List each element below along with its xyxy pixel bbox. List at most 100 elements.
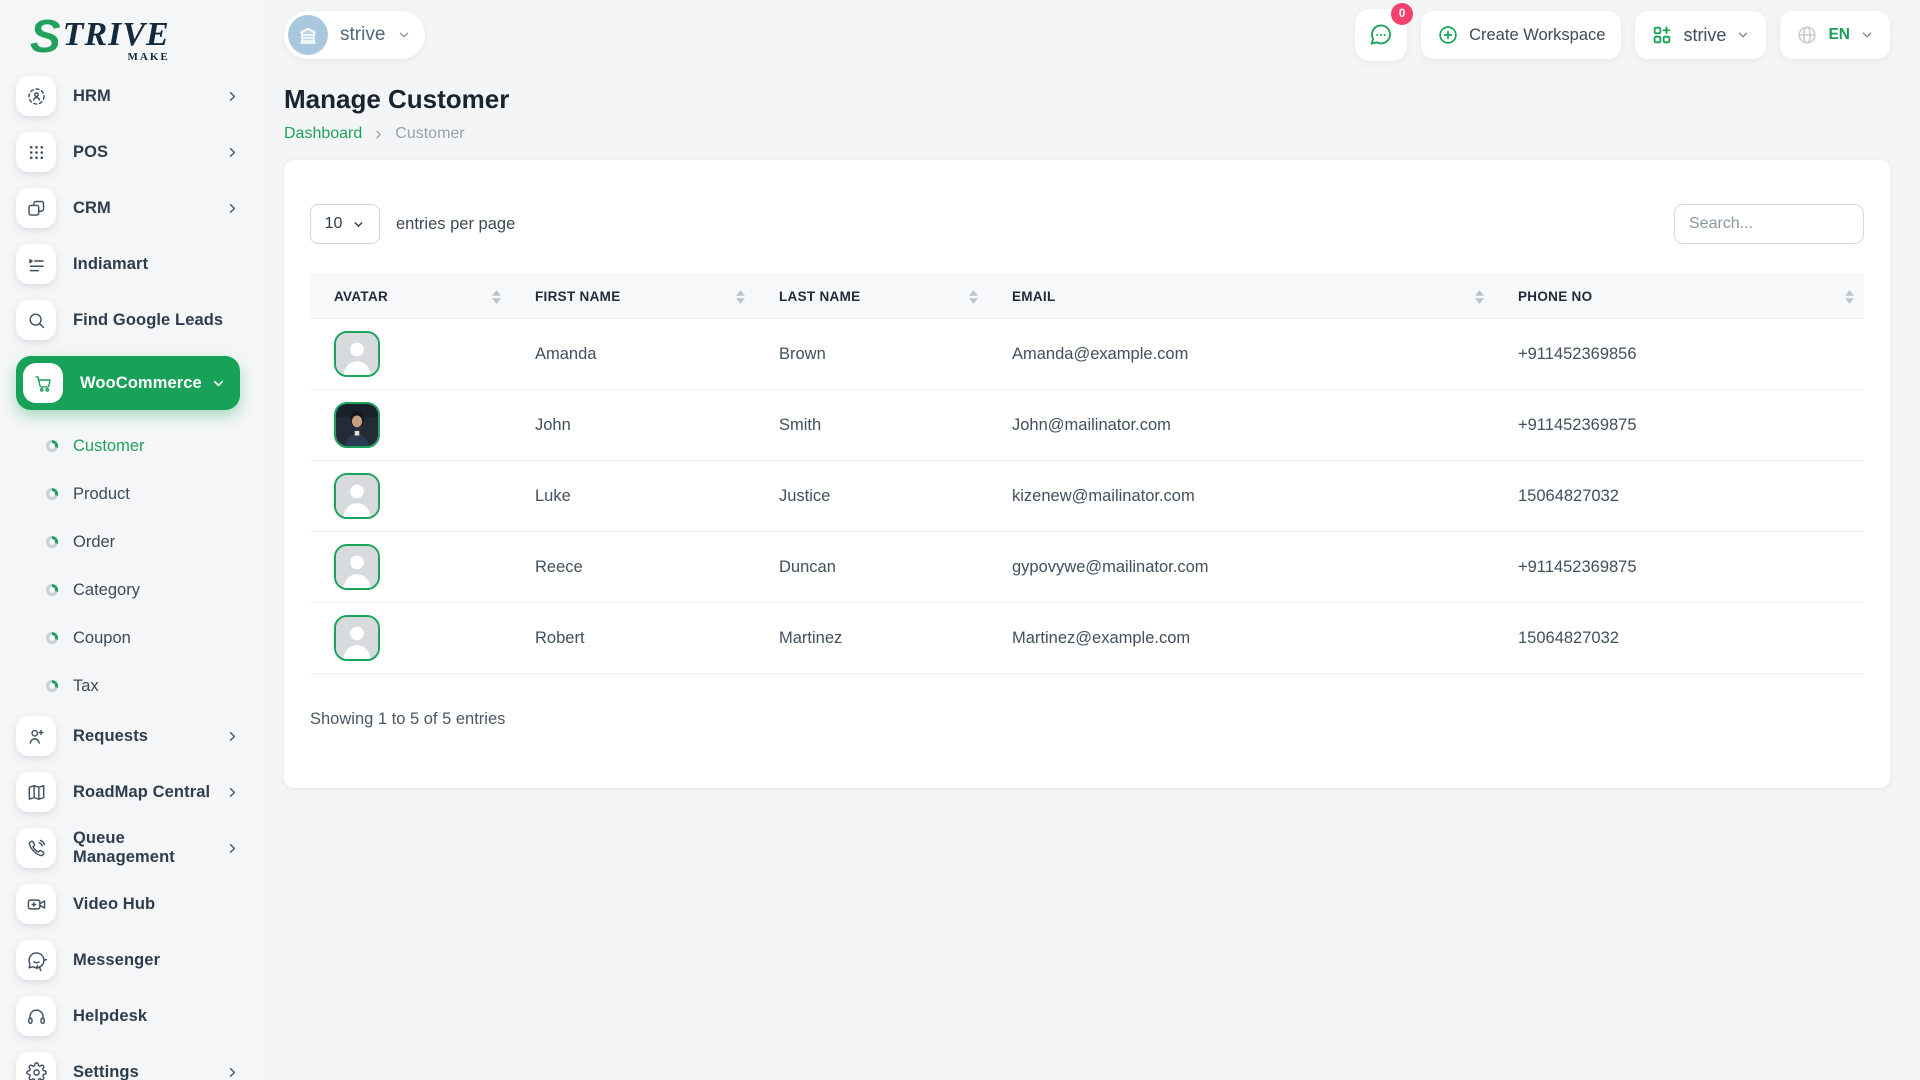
- subitem-label: Customer: [73, 436, 145, 455]
- column-header-last-name[interactable]: LAST NAME: [755, 274, 988, 319]
- cell-phone: +911452369856: [1494, 318, 1864, 390]
- chevron-right-icon: [225, 145, 240, 160]
- bullet-icon: [46, 680, 58, 692]
- chevron-right-icon: [225, 841, 240, 856]
- chevron-right-icon: [225, 201, 240, 216]
- sidebar-item-queue-management[interactable]: Queue Management: [16, 828, 240, 868]
- placeholder-avatar[interactable]: [334, 331, 380, 377]
- sidebar-item-settings[interactable]: Settings: [16, 1052, 240, 1080]
- cell-phone: +911452369875: [1494, 389, 1864, 461]
- sidebar-submenu-woocommerce: Customer Product Order Category Coupon Tax: [0, 414, 258, 716]
- cell-email: kizenew@mailinator.com: [988, 460, 1494, 532]
- sidebar-subitem-tax[interactable]: Tax: [0, 662, 258, 710]
- sidebar-item-woocommerce[interactable]: WooCommerce: [16, 356, 240, 410]
- user-plus-icon: [16, 716, 56, 756]
- sidebar-item-label: Video Hub: [73, 894, 156, 913]
- bullet-icon: [46, 488, 58, 500]
- cell-email: Amanda@example.com: [988, 318, 1494, 390]
- sort-icon[interactable]: [492, 289, 501, 304]
- workspace-switcher[interactable]: strive: [1635, 11, 1767, 59]
- create-workspace-label: Create Workspace: [1469, 25, 1606, 44]
- column-header-email[interactable]: EMAIL: [988, 274, 1494, 319]
- subitem-label: Product: [73, 484, 130, 503]
- page-size-value: 10: [324, 215, 343, 232]
- workspace-building-icon: [288, 15, 328, 55]
- sidebar-item-pos[interactable]: POS: [16, 132, 240, 172]
- sort-icon[interactable]: [969, 289, 978, 304]
- cell-email: John@mailinator.com: [988, 389, 1494, 461]
- sidebar-item-roadmap-central[interactable]: RoadMap Central: [16, 772, 240, 812]
- page-size-select[interactable]: 10: [310, 204, 380, 244]
- cell-phone: 15064827032: [1494, 602, 1864, 674]
- sidebar-item-label: POS: [73, 142, 109, 161]
- logo-wordmark: TRIVE: [62, 16, 170, 53]
- chevron-down-icon: [1736, 28, 1750, 42]
- cell-last: Duncan: [755, 531, 988, 603]
- sidebar-item-find-google-leads[interactable]: Find Google Leads: [16, 300, 240, 340]
- hrm-icon: [16, 76, 56, 116]
- sidebar-item-crm[interactable]: CRM: [16, 188, 240, 228]
- workspace-selector[interactable]: strive: [284, 11, 426, 59]
- cell-first: John: [511, 389, 755, 461]
- sidebar-item-label: HRM: [73, 86, 111, 105]
- placeholder-avatar[interactable]: [334, 544, 380, 590]
- sidebar-subitem-product[interactable]: Product: [0, 470, 258, 518]
- sidebar-item-label: Queue Management: [73, 829, 175, 866]
- sort-icon[interactable]: [736, 289, 745, 304]
- chevron-right-icon: [225, 785, 240, 800]
- column-header-first-name[interactable]: FIRST NAME: [511, 274, 755, 319]
- search-icon: [16, 300, 56, 340]
- placeholder-avatar[interactable]: [334, 615, 380, 661]
- sidebar-item-label: Helpdesk: [73, 1006, 148, 1025]
- sidebar-nav: HRM POS CRM Indiamart Find Google Leads WooCo…: [0, 74, 258, 1080]
- sidebar-item-label: CRM: [73, 198, 111, 217]
- sort-icon[interactable]: [1845, 289, 1854, 304]
- breadcrumb: Dashboard Customer: [284, 125, 1890, 143]
- sidebar-subitem-order[interactable]: Order: [0, 518, 258, 566]
- sidebar-item-label: RoadMap Central: [73, 782, 211, 801]
- subitem-label: Tax: [73, 676, 99, 695]
- sidebar-item-video-hub[interactable]: Video Hub: [16, 884, 240, 924]
- table-row: Luke Justice kizenew@mailinator.com 1506482…: [310, 460, 1864, 532]
- cell-first: Amanda: [511, 318, 755, 390]
- bullet-icon: [46, 536, 58, 548]
- sidebar-subitem-customer[interactable]: Customer: [0, 422, 258, 470]
- logo-tagline: MAKE: [127, 51, 170, 64]
- placeholder-avatar[interactable]: [334, 473, 380, 519]
- plus-circle-icon: [1439, 26, 1457, 44]
- cell-phone: 15064827032: [1494, 460, 1864, 532]
- customer-table: AVATAR FIRST NAME LAST NAME EMAIL PHONE …: [310, 274, 1864, 674]
- table-row: John Smith John@mailinator.com +91145236987…: [310, 389, 1864, 461]
- sidebar-item-requests[interactable]: Requests: [16, 716, 240, 756]
- breadcrumb-dashboard-link[interactable]: Dashboard: [284, 125, 363, 142]
- sort-icon[interactable]: [1475, 289, 1484, 304]
- language-selector[interactable]: EN: [1780, 11, 1890, 59]
- cell-email: gypovywe@mailinator.com: [988, 531, 1494, 603]
- chevron-right-icon: [225, 89, 240, 104]
- subitem-label: Order: [73, 532, 116, 551]
- create-workspace-button[interactable]: Create Workspace: [1421, 11, 1622, 59]
- column-header-avatar[interactable]: AVATAR: [310, 274, 511, 319]
- photo-avatar[interactable]: [334, 402, 380, 448]
- chat-badge: 0: [1391, 3, 1414, 25]
- sidebar-subitem-category[interactable]: Category: [0, 566, 258, 614]
- column-header-phone-no[interactable]: PHONE NO: [1494, 274, 1864, 319]
- strive-logo[interactable]: S TRIVE MAKE: [0, 12, 258, 74]
- search-input[interactable]: [1674, 204, 1864, 244]
- workspace-switcher-label: strive: [1683, 24, 1727, 45]
- chat-notifications-button[interactable]: 0: [1355, 3, 1414, 61]
- sidebar-item-hrm[interactable]: HRM: [16, 76, 240, 116]
- sidebar-item-indiamart[interactable]: Indiamart: [16, 244, 240, 284]
- sidebar-item-messenger[interactable]: Messenger: [16, 940, 240, 980]
- sidebar-item-helpdesk[interactable]: Helpdesk: [16, 996, 240, 1036]
- entries-per-page-label: entries per page: [396, 214, 516, 233]
- globe-icon: [1798, 26, 1816, 44]
- indiamart-list-icon: [16, 244, 56, 284]
- cell-first: Robert: [511, 602, 755, 674]
- cell-last: Justice: [755, 460, 988, 532]
- sidebar-subitem-coupon[interactable]: Coupon: [0, 614, 258, 662]
- grid-plus-icon: [1654, 26, 1671, 44]
- sidebar-item-label: Indiamart: [73, 254, 149, 273]
- chevron-down-icon: [1860, 28, 1874, 42]
- sidebar-item-label: Requests: [73, 726, 149, 745]
